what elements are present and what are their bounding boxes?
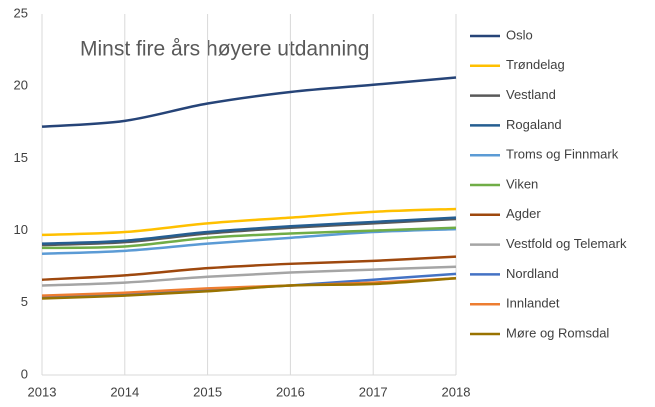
- legend-label: Nordland: [506, 266, 559, 281]
- x-tick-label: 2018: [442, 384, 471, 399]
- chart-title: Minst fire års høyere utdanning: [80, 38, 369, 61]
- y-tick-label: 20: [14, 78, 28, 93]
- plot: 0 5 10 15 20 25 2013 2014 2015 2016 2017 2018 Oslo Tr…: [14, 5, 627, 399]
- x-tick-label: 2013: [28, 384, 57, 399]
- x-tick-label: 2017: [359, 384, 388, 399]
- legend-label: Trøndelag: [506, 57, 565, 72]
- x-tick-label: 2015: [193, 384, 222, 399]
- x-tick-label: 2014: [110, 384, 139, 399]
- legend-label: Innlandet: [506, 296, 560, 311]
- series-line: [41, 76, 457, 128]
- y-tick-label: 5: [21, 294, 28, 309]
- series-line: [41, 255, 457, 281]
- series-line: [41, 226, 457, 250]
- legend-label: Oslo: [506, 27, 533, 42]
- series-line: [41, 227, 457, 255]
- legend-label: Vestfold og Telemark: [506, 236, 627, 251]
- legend-label: Rogaland: [506, 117, 562, 132]
- legend-label: Møre og Romsdal: [506, 325, 609, 340]
- series-line: [41, 277, 457, 300]
- legend-label: Troms og Finnmark: [506, 147, 619, 162]
- series-line: [41, 265, 457, 287]
- legend-label: Viken: [506, 176, 538, 191]
- series-line: [41, 216, 457, 245]
- y-tick-label: 15: [14, 150, 28, 165]
- legend-label: Agder: [506, 206, 541, 221]
- series-line: [41, 277, 457, 297]
- series-line: [41, 207, 457, 237]
- legend-label: Vestland: [506, 87, 556, 102]
- y-tick-label: 25: [14, 5, 28, 20]
- y-tick-label: 0: [21, 366, 28, 381]
- y-tick-label: 10: [14, 222, 28, 237]
- series-line: [41, 217, 457, 247]
- x-tick-label: 2016: [276, 384, 305, 399]
